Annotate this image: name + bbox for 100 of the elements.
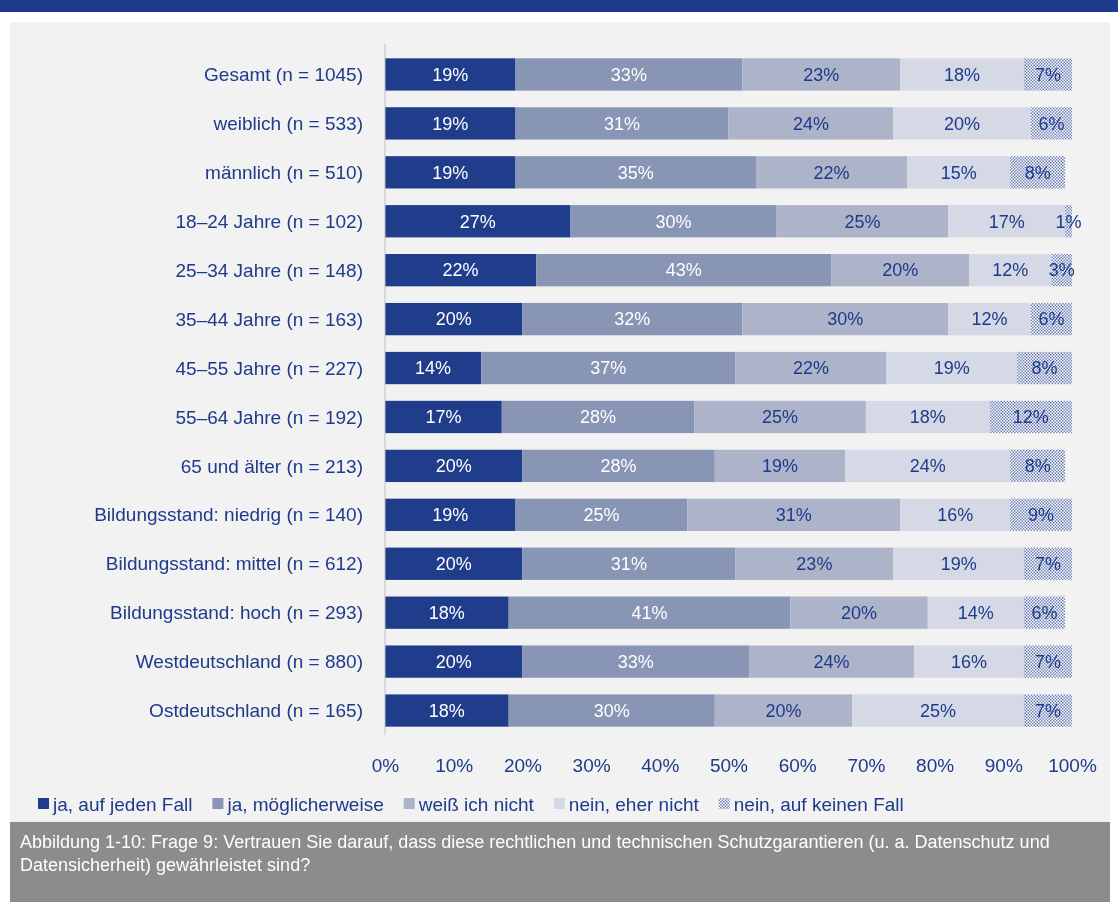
- data-label: 25%: [762, 407, 799, 428]
- data-label: 31%: [604, 113, 641, 134]
- data-label: 19%: [762, 456, 799, 477]
- data-label: 7%: [1034, 554, 1061, 575]
- bar: [570, 205, 777, 238]
- x-tick-label: 50%: [709, 754, 749, 776]
- bar: [728, 107, 894, 140]
- y-tick-label: 18–24 Jahre (n = 102): [175, 210, 363, 232]
- bar: [515, 156, 756, 189]
- y-tick-label: Bildungsstand: niedrig (n = 140): [94, 504, 363, 526]
- bar: [508, 694, 715, 727]
- data-label: 41%: [631, 602, 668, 623]
- bar: [515, 58, 743, 91]
- x-tick-label: 100%: [1048, 754, 1097, 776]
- bar: [755, 156, 908, 189]
- bar: [385, 58, 516, 91]
- data-label: 19%: [432, 64, 469, 85]
- data-label: 17%: [988, 211, 1025, 232]
- data-label: 20%: [765, 700, 802, 721]
- x-tick-label: 60%: [778, 754, 817, 776]
- data-label: 12%: [971, 309, 1008, 330]
- bar: [893, 547, 1024, 580]
- data-label: 31%: [610, 554, 647, 575]
- data-label: 19%: [432, 113, 469, 134]
- data-label: 16%: [937, 505, 974, 526]
- bar: [1023, 645, 1072, 678]
- data-label: 37%: [590, 358, 627, 379]
- bar: [536, 254, 832, 287]
- data-label: 25%: [920, 700, 957, 721]
- y-tick-label: Gesamt (n = 1045): [204, 64, 363, 86]
- data-label: 8%: [1024, 162, 1051, 183]
- bar: [907, 156, 1011, 189]
- data-label: 43%: [665, 260, 702, 281]
- bar: [481, 351, 736, 385]
- data-label: 14%: [957, 602, 994, 623]
- data-label: 31%: [775, 505, 812, 526]
- bar: [385, 596, 509, 629]
- data-label: 30%: [827, 309, 864, 330]
- data-label: 23%: [803, 64, 840, 85]
- bar: [900, 58, 1024, 91]
- data-label: 25%: [583, 505, 620, 526]
- data-label: 12%: [1012, 407, 1049, 428]
- bar: [385, 107, 516, 140]
- bar: [742, 58, 901, 91]
- y-tick-label: männlich (n = 510): [205, 161, 363, 183]
- data-label: 6%: [1038, 309, 1065, 330]
- x-tick-label: 30%: [572, 754, 611, 776]
- data-label: 20%: [882, 260, 919, 281]
- bar: [385, 156, 516, 189]
- data-label: 32%: [614, 309, 651, 330]
- data-label: 22%: [813, 162, 850, 183]
- data-label: 28%: [600, 456, 637, 477]
- bar: [522, 449, 715, 483]
- y-tick-label: Ostdeutschland (n = 165): [149, 700, 363, 722]
- text: Abbildung 1-10: Frage 9: Vertrauen Sie darauf, dass diese rechtlichen und technischen Schutzgarantieren (u. a. Datenschutz und Datensicherheit) gewährleistet sind?: [20, 832, 1050, 875]
- bar: [900, 498, 1011, 531]
- data-label: 1%: [1055, 211, 1082, 232]
- bar: [515, 107, 729, 140]
- data-label: 18%: [428, 602, 465, 623]
- bar: [687, 498, 901, 531]
- bar: [749, 645, 914, 678]
- bar: [790, 596, 928, 629]
- y-tick-label: Bildungsstand: hoch (n = 293): [110, 602, 363, 624]
- data-label: 24%: [813, 651, 850, 672]
- bar: [522, 302, 743, 336]
- bar: [1023, 58, 1072, 91]
- x-tick-label: 0%: [371, 754, 400, 776]
- x-tick-label: 40%: [641, 754, 680, 776]
- data-label: 17%: [425, 407, 462, 428]
- y-tick-label: 65 und älter (n = 213): [180, 455, 363, 477]
- data-label: 19%: [432, 505, 469, 526]
- bar: [522, 645, 750, 678]
- data-label: 22%: [442, 260, 479, 281]
- bar: [948, 302, 1031, 336]
- data-label: 24%: [909, 456, 946, 477]
- y-tick-label: 45–55 Jahre (n = 227): [175, 357, 363, 379]
- bar: [735, 351, 887, 385]
- bar: [385, 302, 523, 336]
- data-label: 9%: [1028, 505, 1055, 526]
- data-label: 33%: [610, 64, 647, 85]
- data-label: 19%: [933, 358, 970, 379]
- bar: [714, 694, 853, 727]
- data-label: 20%: [435, 651, 472, 672]
- bar: [385, 449, 523, 483]
- data-label: 23%: [796, 554, 833, 575]
- bar: [927, 596, 1024, 629]
- bar: [385, 498, 516, 531]
- bar: [694, 400, 866, 434]
- data-label: 33%: [617, 651, 654, 672]
- data-label: 14%: [415, 358, 452, 379]
- data-label: 3%: [1048, 260, 1075, 281]
- data-label: 27%: [459, 211, 496, 232]
- x-tick-label: 70%: [847, 754, 886, 776]
- data-label: 7%: [1034, 64, 1061, 85]
- data-label: 22%: [792, 358, 829, 379]
- data-label: 7%: [1034, 700, 1061, 721]
- bar: [522, 547, 736, 580]
- bar: [385, 351, 482, 385]
- bar: [735, 547, 894, 580]
- bar: [989, 400, 1072, 434]
